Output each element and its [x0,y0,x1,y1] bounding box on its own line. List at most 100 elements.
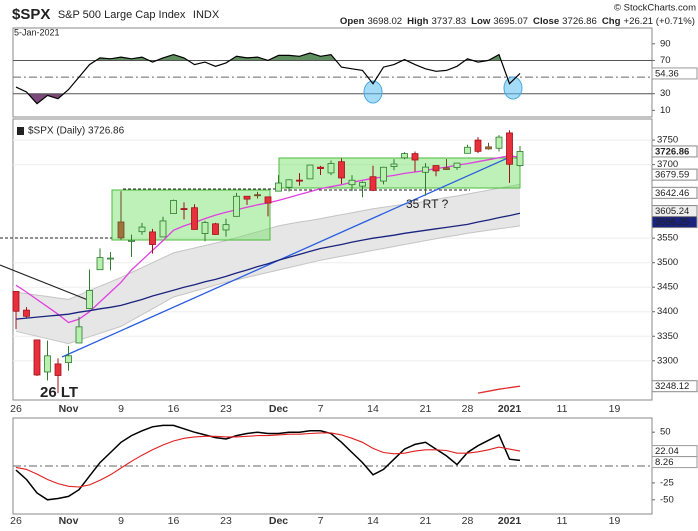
candle-body [170,200,177,214]
candle-body [275,182,282,192]
index-name: S&P 500 Large Cap Index [58,9,186,21]
candle-body [254,194,261,197]
candle-body [75,326,83,344]
quote-value: +26.21 (+0.71%) [624,16,695,27]
x-tick-label: 21 [420,403,432,415]
candle-body [54,363,62,376]
candle-body [306,164,314,180]
quote-label: Open [340,16,365,27]
candle-body [149,231,156,245]
x-tick-label: 28 [462,403,474,415]
overlay-line [477,385,521,394]
candle-body [495,136,503,149]
band-lower [15,225,521,345]
value-label: 3248.12 [655,381,689,392]
x-tick-label: 23 [220,403,232,415]
credit: © StockCharts.com [614,3,696,14]
value-label-box [651,186,698,199]
candle-body [201,222,209,234]
candle-body [44,355,51,373]
candle-body [432,165,440,172]
candle-body [474,139,482,152]
quote-label: High [407,16,428,27]
x-tick-label: 14 [367,515,379,527]
candle-body [243,195,251,200]
annotation: 26 LT [40,384,78,401]
y-tick-label: 3400 [657,306,678,317]
value-label-box [651,456,698,469]
value-label-box [651,67,698,80]
x-tick-label: 28 [462,515,474,527]
candle-body [86,290,93,309]
x-tick-label: 16 [168,515,180,527]
candle-body [380,166,387,182]
candle-body [369,176,377,191]
value-label: 3642.46 [655,188,689,199]
y-tick-label: 90 [660,38,671,49]
price-panel [12,118,653,401]
x-tick-label: 19 [609,403,621,415]
y-tick-label: -50 [660,494,674,505]
y-tick-label: -25 [660,477,674,488]
candle-body [117,221,125,239]
value-label: 3679.59 [655,170,689,181]
quote-label: Chg [602,16,621,27]
x-tick-label: 26 [10,403,22,415]
candle-body [411,153,419,161]
front-layer: 90 70 50 30 10 54.36 3750 3700 3550 3500 3450 3400 3… [10,38,698,527]
annotation: 35 RT ? [406,197,449,211]
macd-line [15,432,521,488]
candle-body [12,291,20,312]
candle-body [285,179,293,188]
candle-body [359,182,366,187]
candle-body [212,223,219,235]
x-tick-label: 19 [609,515,621,527]
y-tick-label: 10 [660,105,671,116]
y-tick-label: 3500 [657,257,678,268]
x-tick-label: 21 [420,515,432,527]
candle-body [33,339,41,376]
x-tick-label: 14 [367,403,379,415]
x-tick-label: Dec [269,515,288,527]
value-label: 3596.25 [655,217,689,228]
x-tick-label: 2021 [498,403,522,415]
value-label: 3605.24 [655,206,689,217]
trend-line [61,156,511,358]
value-label-box [651,216,698,229]
y-tick-label: 3550 [657,233,678,244]
quote-value: 3698.02 [367,16,402,27]
y-tick-label: 3300 [657,355,678,366]
candle-body [317,166,324,169]
header-title: $SPX S&P 500 Large Cap Index INDX [12,6,220,23]
candle-body [506,132,513,165]
candle-body [401,153,408,159]
candle-body [516,151,524,166]
value-label: 3726.86 [655,146,689,157]
candle-body [233,195,240,217]
macd-line [15,424,521,501]
value-label-box [651,145,698,158]
x-tick-label: 7 [318,515,324,527]
quote-value: 3726.86 [562,16,597,27]
y-tick-label: 3700 [657,159,678,170]
value-label: 8.26 [655,457,674,468]
rsi-line [15,52,521,105]
quote-value: 3737.83 [431,16,466,27]
candle-body [485,146,492,150]
candle-body [390,163,398,167]
candle-body [264,196,272,204]
candle-body [65,355,72,364]
highlight-circle [363,80,383,104]
x-tick-label: 11 [557,515,568,527]
quote: Open 3698.02 High 3737.83 Low 3695.07 Close 372… [340,16,695,27]
candle-body [128,239,135,242]
candle-body [138,226,146,233]
candle-body [296,179,303,182]
y-tick-label: 3450 [657,282,678,293]
candle-body [96,257,104,271]
chart-date: 5-Jan-2021 [14,27,60,37]
candle-body [180,208,188,210]
x-tick-label: Nov [59,515,79,527]
